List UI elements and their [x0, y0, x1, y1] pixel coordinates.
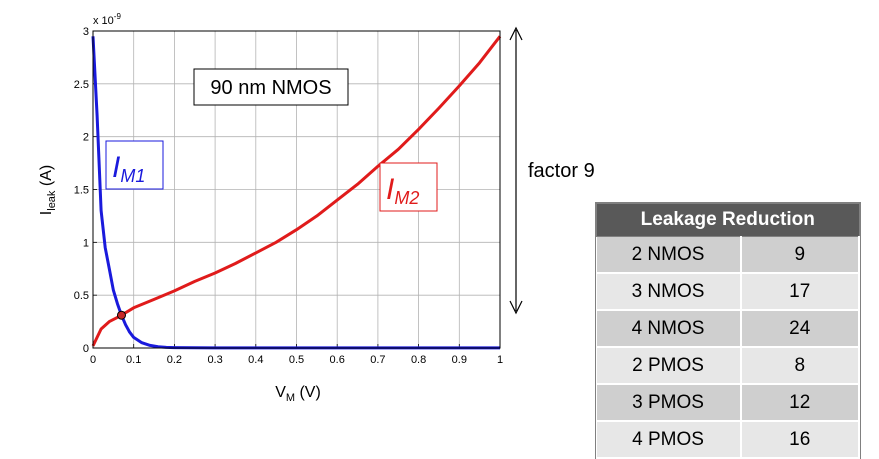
series-label-m1-frame — [105, 140, 164, 190]
table-cell-config: 2 PMOS — [596, 347, 742, 385]
table-cell-value: 17 — [740, 273, 860, 311]
factor-arrow — [509, 26, 523, 315]
table-cell-value: 12 — [740, 384, 860, 422]
table-row: 3 NMOS 17 — [596, 273, 860, 311]
table-header: Leakage Reduction — [596, 203, 860, 237]
table-cell-config: 3 PMOS — [596, 384, 742, 422]
x-tick-label: 0.2 — [167, 354, 182, 366]
axes-frame — [92, 30, 501, 349]
intersection-point — [116, 310, 126, 320]
table-cell-value: 24 — [740, 310, 860, 348]
series-label-m1: IM1 — [112, 151, 145, 186]
table-cell-config: 4 NMOS — [596, 310, 742, 348]
x-tick-label: 0.1 — [126, 354, 141, 366]
x-tick-label: 0.6 — [330, 354, 345, 366]
table-cell-config: 4 PMOS — [596, 421, 742, 459]
table-row: 2 PMOS 8 — [596, 347, 860, 385]
series-label-m2-frame — [379, 162, 438, 212]
x-tick-label: 0.3 — [207, 354, 222, 366]
table-cell-value: 8 — [740, 347, 860, 385]
table-row: 2 NMOS 9 — [596, 236, 860, 274]
annotation-box-frame — [193, 68, 349, 106]
x-tick-label: 1 — [497, 354, 503, 366]
table-cell-config: 2 NMOS — [596, 236, 742, 274]
x-axis-label: VM (V) — [275, 384, 321, 404]
y-tick-label: 1 — [83, 237, 89, 249]
annotation-box-text: 90 nm NMOS — [210, 77, 331, 99]
x-tick-label: 0.7 — [370, 354, 385, 366]
y-tick-label: 0 — [83, 343, 89, 355]
y-tick-label: 2.5 — [74, 79, 89, 91]
table-row: 4 NMOS 24 — [596, 310, 860, 348]
y-tick-label: 3 — [83, 26, 89, 38]
table-cell-config: 3 NMOS — [596, 273, 742, 311]
x-tick-label: 0.8 — [411, 354, 426, 366]
factor-label: factor 9 — [528, 160, 595, 182]
y-tick-label: 2 — [83, 132, 89, 144]
table-cell-value: 9 — [740, 236, 860, 274]
x-tick-label: 0 — [90, 354, 96, 366]
x-tick-label: 0.9 — [452, 354, 467, 366]
y-tick-label: 1.5 — [74, 185, 89, 197]
table-row: 4 PMOS 16 — [596, 421, 860, 459]
series-label-m2: IM2 — [386, 173, 419, 208]
tick-labels: 0 0.1 0.2 0.3 0.4 0.5 0.6 0.7 0.8 0.9 1 0 0.5 1 1.5 2 2.… — [74, 26, 503, 366]
leakage-reduction-table: Leakage Reduction 2 NMOS 9 3 NMOS 17 4 NMO… — [595, 202, 861, 459]
x-tick-label: 0.5 — [289, 354, 304, 366]
y-axis-label: Ileak (A) — [38, 165, 58, 215]
y-tick-label: 0.5 — [74, 290, 89, 302]
x-tick-label: 0.4 — [248, 354, 263, 366]
table-row: 3 PMOS 12 — [596, 384, 860, 422]
y-multiplier: x 10-9 — [93, 12, 121, 27]
table-cell-value: 16 — [740, 421, 860, 459]
